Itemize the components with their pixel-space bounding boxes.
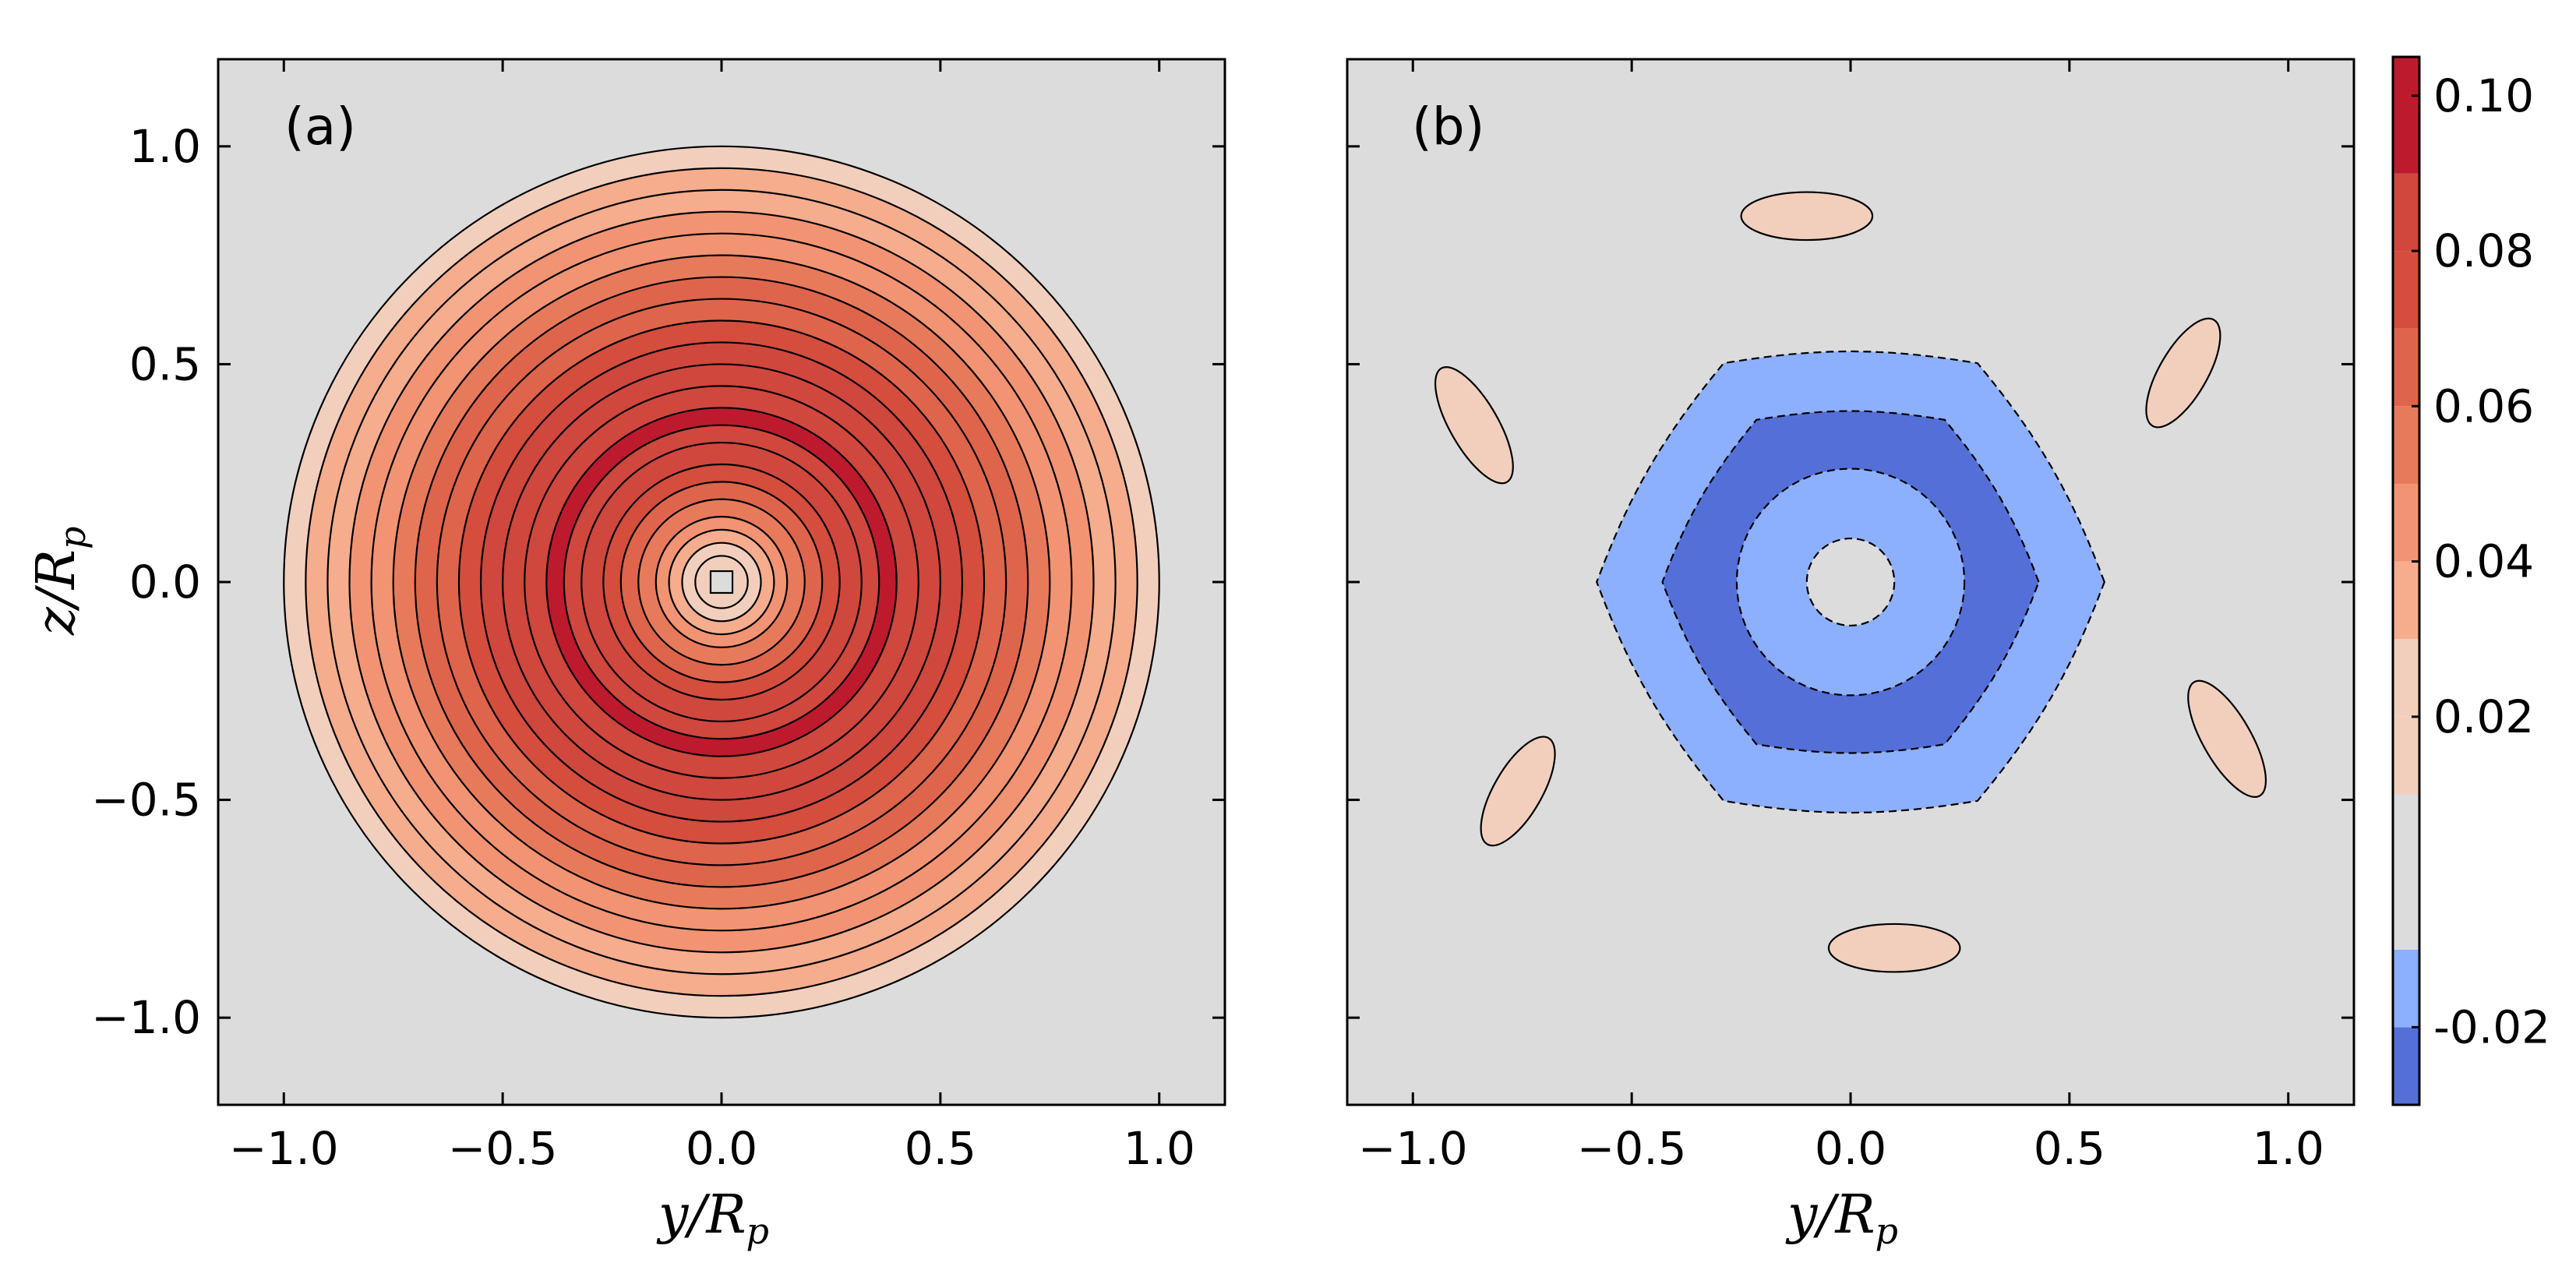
panel-a-xtick-label-1: −1.0 xyxy=(229,1122,339,1175)
panel-a-xlabel: y/Rp xyxy=(656,1184,769,1252)
center-marker xyxy=(709,570,734,594)
panel-b-xlabel: y/Rp xyxy=(1785,1184,1898,1252)
panel-a-xtick-label-2: −0.5 xyxy=(448,1122,558,1175)
panel-a-ytick-label-3: 0.0 xyxy=(129,556,201,609)
colorbar-tick-label-2: 0.08 xyxy=(2433,224,2534,277)
panel-b-xtick-label-1: −1.0 xyxy=(1358,1122,1468,1175)
panel-a-ytick-label-2: 0.5 xyxy=(129,337,201,390)
positive-lobe-4 xyxy=(1827,923,1961,973)
colorbar: 0.10 0.08 0.06 0.04 0.02 -0.02 xyxy=(2391,55,2550,1106)
colorbar-tick-label-4: 0.04 xyxy=(2433,535,2534,588)
colorbar-level-7 xyxy=(2393,483,2419,562)
panel-b-label: (b) xyxy=(1412,97,1484,157)
colorbar-tick-label-3: 0.06 xyxy=(2433,379,2534,432)
panel-a-label: (a) xyxy=(284,97,356,157)
colorbar-tick-label-5: 0.02 xyxy=(2433,690,2534,743)
colorbar-frame xyxy=(2391,55,2421,1106)
panel-b-xtick-label-5: 1.0 xyxy=(2253,1122,2324,1175)
colorbar-level-8 xyxy=(2393,406,2419,484)
colorbar-level-4 xyxy=(2393,716,2419,795)
panel-b: −1.0 −0.5 0.0 0.5 1.0 (b) y/Rp xyxy=(1346,58,2355,1252)
panel-a-ylabel: z/Rp xyxy=(26,527,94,636)
colorbar-level-1 xyxy=(2393,1027,2419,1105)
positive-lobe-2 xyxy=(2145,317,2221,429)
region-center xyxy=(1805,537,1896,627)
colorbar-level-2 xyxy=(2393,949,2419,1028)
panel-b-xtick-label-4: 0.5 xyxy=(2034,1122,2105,1175)
colorbar-tick-label-6: -0.02 xyxy=(2433,1000,2550,1053)
panel-a-xtick-label-5: 1.0 xyxy=(1124,1122,1195,1175)
positive-lobe-3 xyxy=(2187,679,2267,798)
panel-b-xtick-label-3: 0.0 xyxy=(1815,1122,1886,1175)
colorbar-level-12 xyxy=(2393,57,2419,174)
panel-b-xtick-label-2: −0.5 xyxy=(1577,1122,1687,1175)
panel-a-ytick-label-5: −1.0 xyxy=(91,991,201,1044)
positive-lobe-5 xyxy=(1480,736,1556,847)
panel-a-xtick-label-4: 0.5 xyxy=(905,1122,976,1175)
colorbar-level-10 xyxy=(2393,251,2419,329)
positive-lobe-1 xyxy=(1740,191,1874,242)
colorbar-level-11 xyxy=(2393,173,2419,252)
colorbar-tick-label-1: 0.10 xyxy=(2433,69,2534,122)
panel-a-ytick-label-4: −0.5 xyxy=(91,774,201,827)
colorbar-level-9 xyxy=(2393,328,2419,407)
colorbar-level-5 xyxy=(2393,639,2419,717)
panel-a: −1.0 −0.5 0.0 0.5 1.0 1.0 0.5 0.0 −0.5 −1.0 (a) y… xyxy=(26,58,1226,1252)
colorbar-level-3 xyxy=(2393,794,2419,950)
panel-a-ytick-label-1: 1.0 xyxy=(129,120,201,173)
colorbar-level-6 xyxy=(2393,561,2419,640)
positive-lobe-6 xyxy=(1434,366,1514,485)
panel-a-xtick-label-3: 0.0 xyxy=(686,1122,757,1175)
